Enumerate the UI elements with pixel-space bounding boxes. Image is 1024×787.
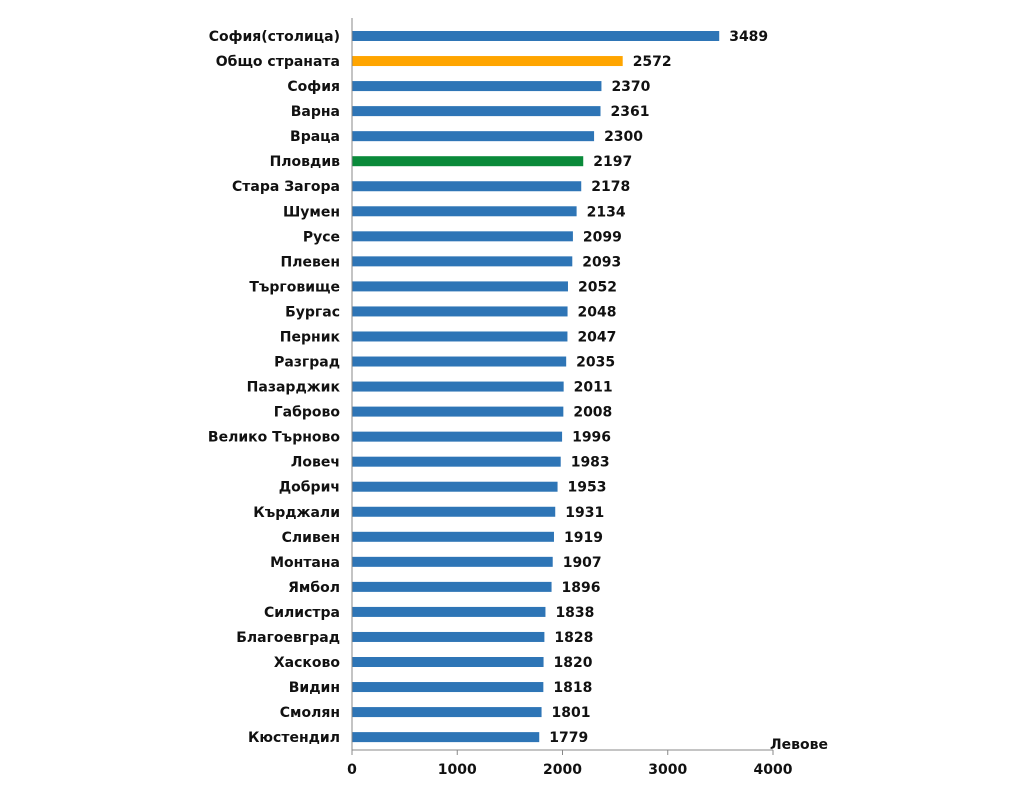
bar (352, 56, 623, 67)
bar (352, 556, 553, 567)
value-label: 1896 (562, 580, 601, 596)
category-label: Благоевград (236, 630, 340, 646)
bar (352, 131, 595, 142)
value-label: 1838 (555, 605, 594, 621)
bar (352, 657, 544, 667)
category-label: Хасково (274, 655, 341, 671)
bar (352, 31, 720, 41)
unit-label: Левове (770, 737, 828, 753)
x-tick-label: 3000 (648, 762, 687, 778)
bar (352, 306, 568, 317)
category-label: Варна (291, 104, 340, 120)
value-label: 1828 (554, 630, 593, 646)
bar (352, 732, 540, 743)
category-label: Ловеч (291, 455, 340, 471)
category-label: Разград (274, 355, 340, 371)
value-label: 2048 (578, 304, 617, 320)
bar (352, 106, 601, 117)
category-label: Бургас (285, 304, 340, 320)
category-label: Плевен (281, 254, 341, 270)
bar (352, 682, 544, 693)
value-label: 2008 (573, 405, 612, 421)
x-ticks-group: 0 1000 2000 3000 4000 (347, 750, 793, 778)
value-label: 1931 (565, 505, 604, 521)
category-label: Кърджали (253, 505, 340, 521)
category-label: Перник (280, 329, 341, 345)
bar (352, 381, 564, 392)
value-label: 1779 (549, 730, 588, 746)
category-label: Монтана (270, 555, 340, 571)
value-label: 2047 (577, 329, 616, 345)
value-label: 2572 (633, 54, 672, 70)
value-label: 1907 (563, 555, 602, 571)
category-label: Пловдив (270, 154, 341, 170)
category-label: София (287, 79, 340, 95)
value-label: 2134 (587, 204, 626, 220)
x-tick-label: 0 (347, 762, 357, 778)
value-label: 1996 (572, 430, 611, 446)
category-label: Велико Търново (208, 430, 340, 446)
category-label: Ямбол (288, 580, 340, 596)
x-tick-label: 1000 (438, 762, 477, 778)
category-label: Кюстендил (248, 730, 340, 746)
value-label: 1953 (568, 480, 607, 496)
value-label: 3489 (729, 29, 768, 45)
value-label: 2197 (593, 154, 632, 170)
value-label: 1801 (552, 705, 591, 721)
category-label: Смолян (280, 705, 340, 721)
category-label: Добрич (279, 480, 340, 496)
bar (352, 581, 552, 592)
value-label: 2035 (576, 355, 615, 371)
bar (352, 181, 582, 192)
category-label: Русе (303, 229, 340, 245)
x-tick-label: 4000 (754, 762, 793, 778)
category-labels-group: София(столица) Общо страната София Варна Вра… (208, 29, 341, 746)
bar (352, 481, 558, 492)
value-label: 2300 (604, 129, 643, 145)
bar (352, 506, 556, 517)
category-label: Общо страната (216, 54, 340, 70)
bar (352, 256, 573, 267)
bar (352, 707, 542, 718)
bar (352, 406, 564, 417)
category-label: Стара Загора (232, 179, 340, 195)
value-label: 2093 (582, 254, 621, 270)
category-label: Видин (289, 680, 340, 696)
category-label: Търговище (249, 279, 340, 295)
value-label: 2099 (583, 229, 622, 245)
bar (352, 206, 577, 217)
value-label: 2011 (574, 380, 613, 396)
value-label: 2052 (578, 279, 617, 295)
x-tick-label: 2000 (543, 762, 582, 778)
category-label: Враца (290, 129, 340, 145)
bar (352, 81, 602, 92)
bar (352, 606, 546, 617)
bar (352, 631, 545, 642)
bar (352, 356, 567, 367)
value-label: 2178 (591, 179, 630, 195)
value-label: 1983 (571, 455, 610, 471)
value-label: 2370 (611, 79, 650, 95)
value-label: 2361 (610, 104, 649, 120)
bar (352, 431, 563, 442)
bar (352, 156, 584, 167)
category-label: Сливен (282, 530, 340, 546)
value-label: 1820 (554, 655, 593, 671)
bar (352, 456, 561, 467)
bar (352, 231, 573, 242)
bar (352, 331, 568, 342)
bar (352, 281, 568, 292)
value-label: 1919 (564, 530, 603, 546)
bars-group (352, 31, 720, 743)
category-label: Габрово (274, 405, 341, 421)
category-label: Пазарджик (247, 380, 341, 396)
category-label: София(столица) (209, 29, 340, 45)
value-label: 1818 (553, 680, 592, 696)
value-labels-group: 3489 2572 2370 2361 2300 2197 2178 2134 2099 2093… (549, 29, 768, 746)
bar (352, 531, 554, 542)
category-label: Силистра (264, 605, 340, 621)
category-label: Шумен (283, 204, 340, 220)
